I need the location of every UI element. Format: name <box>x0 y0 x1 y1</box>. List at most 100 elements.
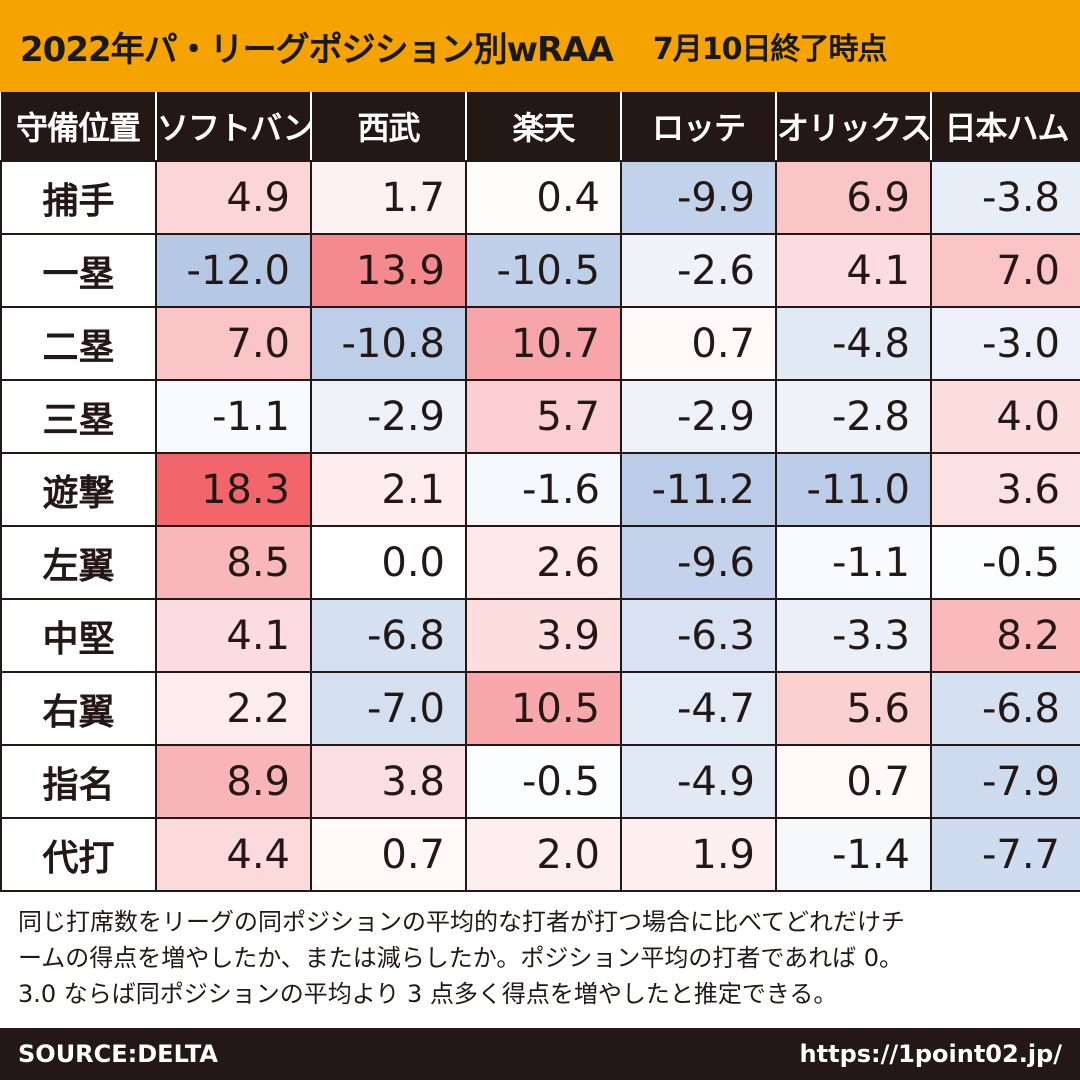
wraa-cell: 2.0 <box>465 817 622 892</box>
wraa-cell: -1.1 <box>155 379 312 454</box>
wraa-heatmap-table: 守備位置 ソフトバンク西武楽天ロッテオリックス日本ハム 捕手4.91.70.4-… <box>0 92 1080 892</box>
footer-bar: SOURCE:DELTA https://1point02.jp/ <box>0 1028 1080 1080</box>
wraa-cell: 1.7 <box>310 160 467 235</box>
position-label: 三塁 <box>0 379 157 454</box>
position-label: 捕手 <box>0 160 157 235</box>
wraa-cell: -2.9 <box>310 379 467 454</box>
team-header: ソフトバンク <box>156 92 312 162</box>
corner-header: 守備位置 <box>1 92 157 162</box>
table-row: 指名 8.9 3.8 -0.5 -4.9 0.7 -7.9 <box>0 744 1080 819</box>
wraa-cell: -2.9 <box>620 379 777 454</box>
wraa-cell: -11.0 <box>775 452 932 527</box>
wraa-cell: -11.2 <box>620 452 777 527</box>
wraa-cell: -3.8 <box>930 160 1080 235</box>
position-label: 二塁 <box>0 306 157 381</box>
table-row: 代打 4.4 0.7 2.0 1.9 -1.4 -7.7 <box>0 817 1080 892</box>
wraa-cell: -7.0 <box>310 671 467 746</box>
wraa-cell: 4.1 <box>775 233 932 308</box>
wraa-cell: 0.7 <box>620 306 777 381</box>
wraa-cell: -2.6 <box>620 233 777 308</box>
wraa-cell: 3.6 <box>930 452 1080 527</box>
team-header: 楽天 <box>466 92 622 162</box>
note-line: ームの得点を増やしたか、または減らしたか。ポジション平均の打者であれば 0。 <box>18 944 903 972</box>
wraa-cell: 1.9 <box>620 817 777 892</box>
wraa-cell: 5.6 <box>775 671 932 746</box>
position-label: 中堅 <box>0 598 157 673</box>
wraa-cell: -1.1 <box>775 525 932 600</box>
wraa-cell: -2.8 <box>775 379 932 454</box>
wraa-cell: 3.9 <box>465 598 622 673</box>
wraa-cell: -7.7 <box>930 817 1080 892</box>
wraa-cell: 4.1 <box>155 598 312 673</box>
wraa-cell: -12.0 <box>155 233 312 308</box>
wraa-cell: 5.7 <box>465 379 622 454</box>
team-header: 西武 <box>311 92 467 162</box>
team-header: オリックス <box>776 92 932 162</box>
wraa-cell: -4.7 <box>620 671 777 746</box>
table-row: 中堅 4.1 -6.8 3.9 -6.3 -3.3 8.2 <box>0 598 1080 673</box>
note-line: 同じ打席数をリーグの同ポジションの平均的な打者が打つ場合に比べてどれだけチ <box>18 908 906 936</box>
table-row: 捕手 4.9 1.7 0.4 -9.9 6.9 -3.8 <box>0 160 1080 235</box>
grid-body: 捕手 4.9 1.7 0.4 -9.9 6.9 -3.8 一塁 -12.0 13.9 -10.5 -2… <box>0 160 1080 892</box>
wraa-cell: -0.5 <box>465 744 622 819</box>
team-header: ロッテ <box>621 92 777 162</box>
table-row: 右翼 2.2 -7.0 10.5 -4.7 5.6 -6.8 <box>0 671 1080 746</box>
wraa-cell: -6.8 <box>310 598 467 673</box>
wraa-cell: 4.4 <box>155 817 312 892</box>
wraa-cell: 2.6 <box>465 525 622 600</box>
position-label: 一塁 <box>0 233 157 308</box>
wraa-cell: 0.0 <box>310 525 467 600</box>
wraa-cell: 3.8 <box>310 744 467 819</box>
position-label: 右翼 <box>0 671 157 746</box>
wraa-cell: 0.7 <box>775 744 932 819</box>
wraa-cell: 7.0 <box>930 233 1080 308</box>
position-label: 指名 <box>0 744 157 819</box>
source-url: https://1point02.jp/ <box>799 1040 1062 1068</box>
wraa-cell: 6.9 <box>775 160 932 235</box>
wraa-cell: 4.0 <box>930 379 1080 454</box>
title-bar: 2022年パ・リーグポジション別wRAA 7月10日終了時点 <box>0 0 1080 92</box>
wraa-cell: 8.9 <box>155 744 312 819</box>
chart-title: 2022年パ・リーグポジション別wRAA <box>20 29 614 70</box>
wraa-cell: -4.9 <box>620 744 777 819</box>
source-credit: SOURCE:DELTA <box>18 1040 218 1068</box>
wraa-cell: -9.6 <box>620 525 777 600</box>
wraa-cell: -1.4 <box>775 817 932 892</box>
wraa-cell: 7.0 <box>155 306 312 381</box>
wraa-cell: -9.9 <box>620 160 777 235</box>
wraa-cell: -4.8 <box>775 306 932 381</box>
wraa-cell: -6.3 <box>620 598 777 673</box>
explanation-note: 同じ打席数をリーグの同ポジションの平均的な打者が打つ場合に比べてどれだけチ ーム… <box>18 904 1068 1012</box>
position-label: 遊撃 <box>0 452 157 527</box>
note-line: 3.0 ならば同ポジションの平均より 3 点多く得点を増やしたと推定できる。 <box>18 980 838 1008</box>
position-label: 代打 <box>0 817 157 892</box>
team-header: 日本ハム <box>931 92 1080 162</box>
wraa-cell: 10.7 <box>465 306 622 381</box>
table-row: 一塁 -12.0 13.9 -10.5 -2.6 4.1 7.0 <box>0 233 1080 308</box>
wraa-cell: 10.5 <box>465 671 622 746</box>
table-row: 左翼 8.5 0.0 2.6 -9.6 -1.1 -0.5 <box>0 525 1080 600</box>
wraa-cell: 2.1 <box>310 452 467 527</box>
wraa-cell: 2.2 <box>155 671 312 746</box>
position-label: 左翼 <box>0 525 157 600</box>
wraa-cell: -3.0 <box>930 306 1080 381</box>
table-row: 遊撃 18.3 2.1 -1.6 -11.2 -11.0 3.6 <box>0 452 1080 527</box>
wraa-cell: 8.2 <box>930 598 1080 673</box>
wraa-cell: -10.8 <box>310 306 467 381</box>
wraa-cell: -6.8 <box>930 671 1080 746</box>
wraa-cell: -0.5 <box>930 525 1080 600</box>
header-row: 守備位置 ソフトバンク西武楽天ロッテオリックス日本ハム <box>1 92 1080 162</box>
wraa-cell: -1.6 <box>465 452 622 527</box>
wraa-cell: 8.5 <box>155 525 312 600</box>
wraa-cell: -10.5 <box>465 233 622 308</box>
chart-subtitle: 7月10日終了時点 <box>652 32 888 67</box>
table-row: 二塁 7.0 -10.8 10.7 0.7 -4.8 -3.0 <box>0 306 1080 381</box>
wraa-cell: 0.4 <box>465 160 622 235</box>
wraa-cell: 18.3 <box>155 452 312 527</box>
wraa-cell: -3.3 <box>775 598 932 673</box>
wraa-cell: 4.9 <box>155 160 312 235</box>
wraa-cell: -7.9 <box>930 744 1080 819</box>
wraa-cell: 0.7 <box>310 817 467 892</box>
wraa-cell: 13.9 <box>310 233 467 308</box>
table-row: 三塁 -1.1 -2.9 5.7 -2.9 -2.8 4.0 <box>0 379 1080 454</box>
